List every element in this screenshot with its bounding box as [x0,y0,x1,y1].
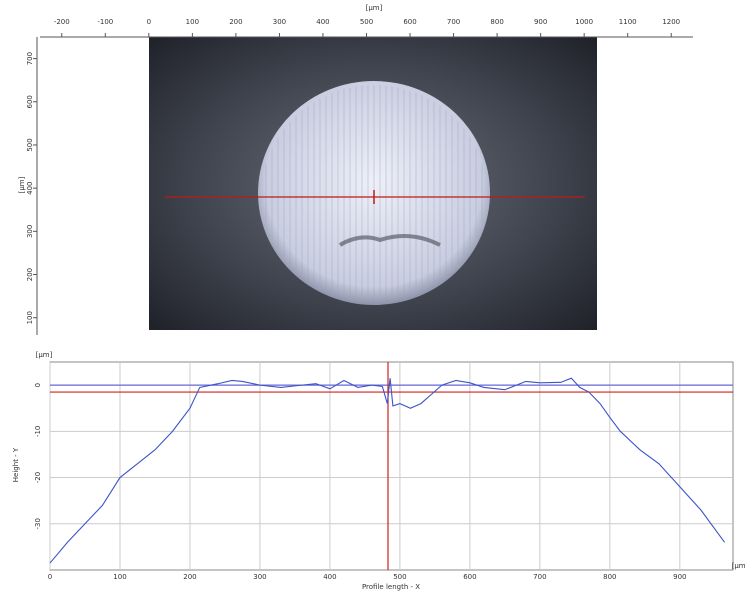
x-tick-label: 900 [673,573,686,581]
x-tick-label: 300 [253,573,266,581]
y-axis-label: [µm] [18,176,26,193]
micrograph [149,37,597,330]
x-tick-label: 800 [490,18,503,26]
x-tick-label: 0 [48,573,52,581]
x-tick-label: 1100 [619,18,637,26]
y-tick-label: 300 [26,225,34,238]
y-tick-label: 0 [34,383,42,387]
x-tick-label: 1000 [575,18,593,26]
x-axis-label: Profile length - X [362,583,420,591]
x-tick-label: 900 [534,18,547,26]
x-tick-label: 500 [393,573,406,581]
y-tick-label: 700 [26,52,34,65]
x-axis-label: [µm] [366,4,383,12]
x-tick-label: 100 [113,573,126,581]
y-tick-label: -10 [34,426,42,437]
profile-line [49,377,726,564]
y-tick-label: 200 [26,268,34,281]
x-tick-label: 1200 [662,18,680,26]
charts: -200 -100 0 100 200 300 400 500 600 700 800 900 1000… [26,18,734,581]
x-unit: [µm] [732,562,746,570]
y-unit: [µm] [36,351,53,359]
x-tick-label: 200 [229,18,242,26]
x-tick-label: 400 [323,573,336,581]
x-tick-label: 100 [186,18,199,26]
x-tick-label: 700 [447,18,460,26]
x-tick-label: 800 [603,573,616,581]
x-tick-label: 700 [533,573,546,581]
y-tick-label: 400 [26,181,34,194]
x-tick-label: 500 [360,18,373,26]
x-tick-label: 600 [403,18,416,26]
x-tick-label: -200 [54,18,70,26]
y-tick-label: 100 [26,311,34,324]
y-tick-label: 600 [26,95,34,108]
x-tick-label: 0 [147,18,151,26]
x-tick-label: 600 [463,573,476,581]
x-tick-label: 300 [273,18,286,26]
x-tick-label: -100 [97,18,113,26]
y-tick-label: 500 [26,138,34,151]
y-tick-label: -20 [34,472,42,483]
x-tick-label: 200 [183,573,196,581]
y-tick-label: -30 [34,518,42,529]
x-tick-label: 400 [316,18,329,26]
y-axis-label: Height - Y [12,447,20,482]
